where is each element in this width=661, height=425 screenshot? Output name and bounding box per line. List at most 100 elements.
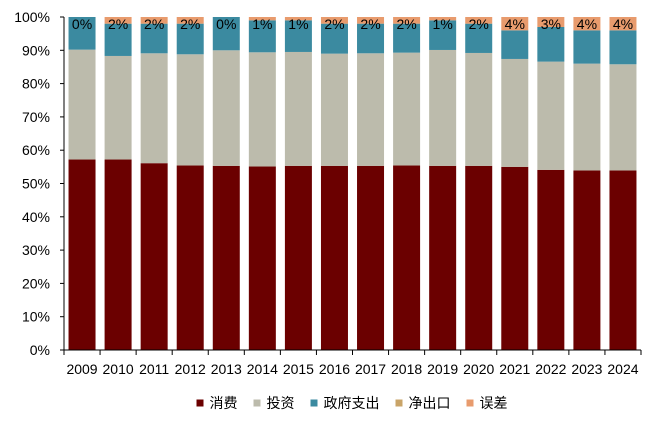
- data-label: 2%: [360, 16, 380, 32]
- x-tick-label: 2011: [139, 361, 169, 377]
- bar-segment-消费: [429, 165, 457, 350]
- bar-segment-投资: [212, 50, 240, 166]
- bar-segment-投资: [573, 63, 601, 171]
- data-label: 2%: [396, 16, 416, 32]
- bar-segment-投资: [357, 53, 385, 166]
- bar-segment-政府支出: [284, 20, 312, 52]
- y-tick-label: 30%: [22, 242, 50, 258]
- bar-segment-政府支出: [429, 20, 457, 50]
- legend-label: 政府支出: [324, 396, 380, 412]
- x-tick-label: 2024: [607, 361, 638, 377]
- bar-segment-误差: [537, 17, 565, 27]
- bar-segment-误差: [320, 17, 348, 24]
- bar-segment-消费: [465, 165, 493, 350]
- bar-segment-政府支出: [501, 30, 529, 59]
- data-label: 2%: [324, 16, 344, 32]
- data-label: 1%: [288, 16, 308, 32]
- bar-segment-误差: [176, 17, 204, 24]
- bar-segment-政府支出: [248, 20, 276, 53]
- bar-segment-投资: [501, 58, 529, 167]
- bar-segment-投资: [284, 51, 312, 166]
- x-tick-label: 2014: [247, 361, 278, 377]
- x-tick-label: 2022: [535, 361, 566, 377]
- x-tick-label: 2009: [66, 361, 97, 377]
- bars-group: [68, 17, 637, 350]
- y-tick-label: 70%: [22, 109, 50, 125]
- bar-segment-误差: [357, 17, 385, 24]
- y-tick-label: 80%: [22, 76, 50, 92]
- y-tick-labels: 0% 10% 20% 30% 40% 50% 60% 70% 80% 90% 100%: [14, 9, 50, 358]
- y-tick-label: 60%: [22, 142, 50, 158]
- bar-segment-误差: [284, 17, 312, 21]
- data-label: 4%: [505, 16, 525, 32]
- data-labels: 0% 2% 2% 2% 0% 1% 1% 2% 2% 2% 1% 2% 4% 3% 4% 4%: [72, 16, 633, 32]
- legend-swatch: [466, 399, 474, 407]
- data-label: 4%: [577, 16, 597, 32]
- bar-segment-消费: [104, 159, 132, 350]
- bar-segment-投资: [104, 55, 132, 160]
- bar-segment-政府支出: [573, 30, 601, 64]
- bar-segment-消费: [140, 163, 168, 350]
- bar-segment-投资: [68, 49, 96, 160]
- bar-segment-政府支出: [609, 30, 637, 65]
- bar-segment-投资: [248, 52, 276, 167]
- bar-segment-政府支出: [212, 17, 240, 51]
- data-label: 2%: [469, 16, 489, 32]
- bar-segment-消费: [609, 170, 637, 350]
- bar-segment-误差: [501, 17, 529, 31]
- x-tick-label: 2019: [427, 361, 458, 377]
- bar-segment-政府支出: [320, 23, 348, 54]
- x-tick-label: 2016: [319, 361, 350, 377]
- bar-segment-消费: [284, 165, 312, 350]
- x-tick-label: 2021: [499, 361, 530, 377]
- axes-group: [60, 16, 642, 355]
- x-tick-label: 2017: [355, 361, 386, 377]
- data-label: 2%: [144, 16, 164, 32]
- bar-segment-消费: [357, 165, 385, 350]
- bar-segment-消费: [176, 165, 204, 350]
- legend-label: 投资: [267, 396, 295, 412]
- data-label: 2%: [108, 16, 128, 32]
- bar-segment-政府支出: [68, 17, 96, 50]
- y-tick-label: 40%: [22, 209, 50, 225]
- data-label: 1%: [433, 16, 453, 32]
- bar-segment-投资: [465, 52, 493, 166]
- x-tick-label: 2015: [283, 361, 314, 377]
- bar-segment-消费: [320, 165, 348, 350]
- bar-segment-投资: [320, 53, 348, 166]
- y-tick-label: 0%: [30, 342, 50, 358]
- bar-segment-误差: [140, 17, 168, 24]
- y-tick-label: 50%: [22, 176, 50, 192]
- bar-segment-政府支出: [104, 23, 132, 56]
- bar-segment-政府支出: [140, 23, 168, 54]
- bar-segment-误差: [248, 17, 276, 21]
- bar-segment-误差: [573, 17, 601, 31]
- data-label: 2%: [180, 16, 200, 32]
- x-tick-label: 2018: [391, 361, 422, 377]
- bar-segment-消费: [573, 170, 601, 350]
- bar-segment-投资: [429, 49, 457, 166]
- data-label: 1%: [252, 16, 272, 32]
- bar-segment-政府支出: [537, 26, 565, 62]
- data-label: 0%: [216, 16, 236, 32]
- x-tick-label: 2010: [103, 361, 134, 377]
- bar-segment-政府支出: [465, 23, 493, 53]
- x-tick-label: 2012: [175, 361, 206, 377]
- bar-segment-投资: [537, 61, 565, 170]
- bar-segment-消费: [68, 159, 96, 350]
- bar-segment-消费: [537, 169, 565, 350]
- bar-segment-政府支出: [176, 23, 204, 55]
- legend-label: 误差: [480, 396, 508, 412]
- bar-segment-误差: [429, 17, 457, 21]
- x-tick-label: 2013: [211, 361, 242, 377]
- data-label: 3%: [541, 16, 561, 32]
- legend-swatch: [310, 399, 318, 407]
- bar-segment-误差: [104, 17, 132, 24]
- bar-segment-政府支出: [393, 23, 421, 53]
- bar-segment-误差: [393, 17, 421, 24]
- bar-segment-消费: [501, 166, 529, 350]
- legend-label: 净出口: [409, 396, 451, 412]
- legend-swatch: [253, 399, 261, 407]
- bar-segment-误差: [465, 17, 493, 24]
